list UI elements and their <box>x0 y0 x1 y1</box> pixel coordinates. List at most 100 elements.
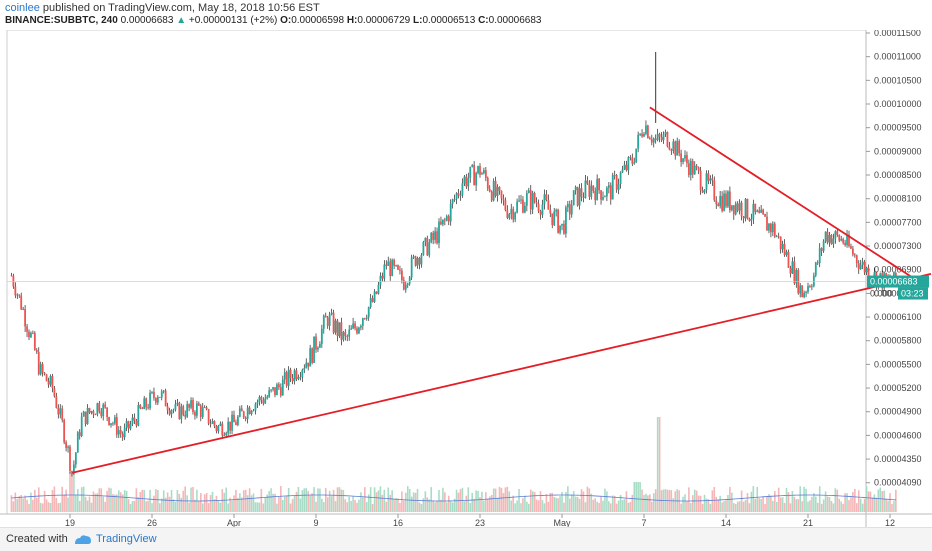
volume-bar <box>494 488 497 512</box>
publish-line: coinlee published on TradingView.com, Ma… <box>5 2 320 14</box>
low-label: L: <box>413 15 423 26</box>
volume-bar <box>229 497 231 512</box>
volume-bar <box>315 501 317 512</box>
candle-body <box>857 263 860 270</box>
volume-bar <box>793 496 796 512</box>
volume-bar <box>356 502 358 512</box>
close-label: C: <box>478 15 489 26</box>
volume-bar <box>885 499 887 512</box>
volume-bar <box>736 501 739 512</box>
volume-bar <box>295 491 298 512</box>
candle-body <box>365 317 368 319</box>
countdown-label: 03:23 <box>901 289 924 299</box>
volume-bar <box>830 500 833 512</box>
y-tick-label: 0.00008500 <box>874 170 922 180</box>
volume-bar <box>514 503 516 512</box>
volume-bar <box>895 489 897 512</box>
volume-bar <box>139 492 142 512</box>
trendline[interactable] <box>649 106 918 282</box>
candle-body <box>164 390 167 407</box>
candle-body <box>184 414 187 417</box>
volume-bar <box>12 501 15 512</box>
candle-body <box>656 133 659 140</box>
volume-bar <box>389 494 391 512</box>
volume-bar <box>733 503 735 512</box>
candle-body <box>584 180 587 198</box>
candle-body <box>338 322 341 337</box>
candle-body <box>16 294 19 296</box>
candle-body <box>57 407 60 415</box>
x-tick-label: 12 <box>885 518 895 527</box>
volume-bar <box>787 491 790 512</box>
tradingview-link[interactable]: TradingView <box>96 533 157 545</box>
volume-bar <box>96 493 99 512</box>
volume-bar <box>717 499 719 512</box>
volume-bar <box>227 503 229 512</box>
candle-body <box>313 336 315 363</box>
candle-body <box>397 265 399 270</box>
volume-bar <box>715 496 718 512</box>
candle-body <box>237 416 239 425</box>
volume-bar <box>783 502 786 512</box>
volume-bar <box>47 502 50 512</box>
candle-body <box>828 235 831 243</box>
volume-bar <box>242 490 245 512</box>
candle-body <box>166 406 169 411</box>
candle-body <box>867 267 870 281</box>
candle-body <box>73 464 75 472</box>
candle-body <box>438 221 440 244</box>
candle-body <box>86 408 89 425</box>
candle-body <box>84 411 87 425</box>
candle-body <box>740 202 743 217</box>
volume-bar <box>307 491 309 512</box>
volume-bar <box>381 494 384 512</box>
volume-bar <box>422 498 425 512</box>
candle-body <box>90 411 93 413</box>
candle-body <box>303 368 306 370</box>
candle-body <box>399 269 401 271</box>
candle-body <box>557 209 559 233</box>
candle-body <box>543 194 546 205</box>
volume-bar <box>248 488 251 512</box>
candle-body <box>762 209 764 215</box>
volume-bar <box>10 495 13 512</box>
volume-bar <box>877 489 880 512</box>
candle-body <box>853 254 856 256</box>
candle-body <box>114 417 116 424</box>
volume-bar <box>588 488 591 512</box>
volume-bar <box>166 492 169 512</box>
tradingview-logo-icon <box>75 535 91 544</box>
candle-body <box>648 138 651 140</box>
candle-body <box>315 336 317 350</box>
volume-bar <box>463 501 466 512</box>
author-link[interactable]: coinlee <box>5 2 40 14</box>
candle-body <box>371 298 374 302</box>
volume-bar <box>201 503 204 512</box>
candle-body <box>383 264 386 279</box>
candle-body <box>151 391 153 393</box>
volume-bar <box>809 500 811 512</box>
candle-body <box>88 408 91 413</box>
volume-bar <box>738 501 741 512</box>
volume-bar <box>857 490 860 512</box>
price-chart[interactable]: 0.00011500 0.00011000 0.00010500 0.00010000… <box>0 30 932 527</box>
volume-bar <box>391 490 393 512</box>
candle-body <box>299 377 302 378</box>
volume-bar <box>705 498 708 512</box>
candle-body <box>37 352 40 375</box>
volume-bar <box>852 491 854 512</box>
volume-bar <box>606 491 608 512</box>
volume-bar <box>119 492 122 512</box>
volume-bar <box>629 501 632 512</box>
volume-bar <box>326 497 329 512</box>
volume-bar <box>383 489 386 512</box>
volume-bar <box>162 490 165 512</box>
trendline[interactable] <box>72 272 932 474</box>
volume-ma-line <box>11 494 896 502</box>
candle-body <box>98 403 101 412</box>
candle-body <box>322 315 325 329</box>
volume-bar <box>323 502 325 512</box>
volume-bar <box>518 489 520 512</box>
candle-body <box>465 176 468 187</box>
volume-bar <box>180 497 183 512</box>
